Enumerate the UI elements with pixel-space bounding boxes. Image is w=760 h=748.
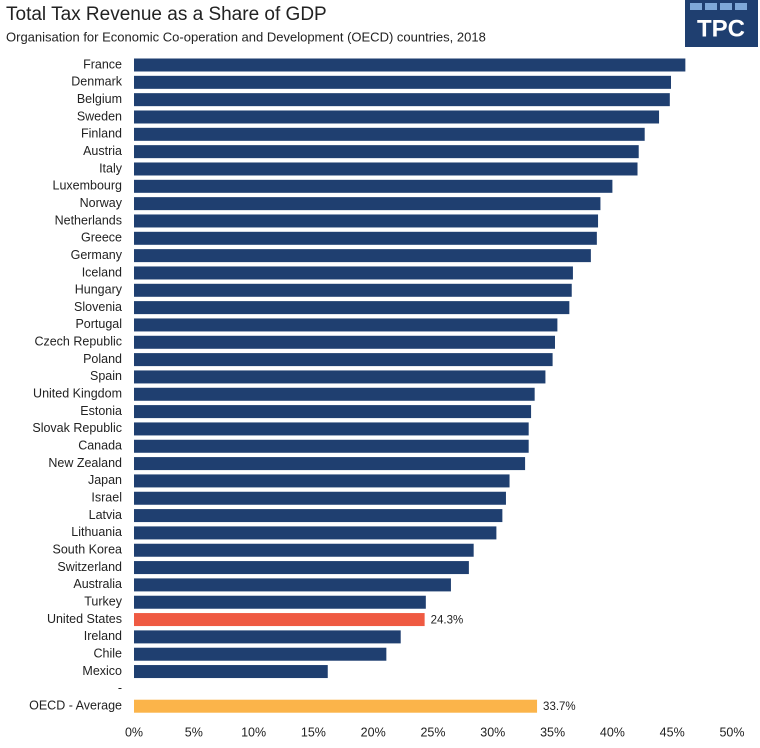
logo-square (705, 3, 717, 10)
category-label: Portugal (75, 317, 122, 331)
bar (134, 249, 591, 263)
x-tick-label: 45% (660, 725, 685, 739)
chart-title: Total Tax Revenue as a Share of GDP (6, 4, 327, 25)
category-label: Sweden (77, 109, 122, 123)
bar (134, 162, 638, 176)
x-tick-label: 50% (719, 725, 744, 739)
bar (134, 58, 686, 72)
bar (134, 630, 401, 644)
category-label: Hungary (75, 283, 123, 297)
category-label: Israel (91, 491, 122, 505)
bar (134, 578, 451, 592)
category-label: Australia (73, 577, 122, 591)
category-label: New Zealand (48, 456, 122, 470)
category-label: Switzerland (57, 560, 122, 574)
category-label: Germany (71, 248, 123, 262)
bar (134, 439, 529, 453)
category-label: Norway (80, 196, 123, 210)
category-label: Latvia (89, 508, 122, 522)
bar (134, 509, 503, 523)
bar (134, 370, 546, 384)
logo-square (735, 3, 747, 10)
bar (134, 561, 469, 575)
bar (134, 474, 510, 488)
bar (134, 318, 558, 332)
x-tick-label: 25% (420, 725, 445, 739)
category-label: Austria (83, 144, 122, 158)
bar (134, 283, 572, 297)
bar (134, 647, 387, 661)
category-label: South Korea (53, 543, 123, 557)
bar (134, 422, 529, 436)
x-tick-label: 35% (540, 725, 565, 739)
bar (134, 491, 506, 505)
category-label: Luxembourg (53, 179, 123, 193)
logo: TPC (685, 0, 758, 47)
category-label: Belgium (77, 92, 122, 106)
category-label: Czech Republic (34, 335, 122, 349)
bar (134, 214, 599, 228)
bar (134, 93, 670, 107)
category-label: Poland (83, 352, 122, 366)
bar (134, 266, 573, 280)
x-tick-label: 0% (125, 725, 143, 739)
x-tick-label: 20% (361, 725, 386, 739)
x-tick-label: 10% (241, 725, 266, 739)
bar (134, 665, 328, 679)
logo-square (720, 3, 732, 10)
category-label: Turkey (84, 595, 122, 609)
category-label: France (83, 57, 122, 71)
category-label: United States (47, 612, 122, 626)
logo-square (690, 3, 702, 10)
value-label: 24.3% (431, 615, 464, 627)
bar (134, 301, 570, 315)
logo-text: TPC (697, 15, 745, 42)
x-tick-label: 5% (185, 725, 203, 739)
category-label: Iceland (82, 265, 122, 279)
bar (134, 457, 526, 471)
category-label: Mexico (82, 664, 122, 678)
x-tick-label: 30% (480, 725, 505, 739)
x-tick-label: 40% (600, 725, 625, 739)
bar (134, 179, 613, 193)
bar (134, 110, 660, 124)
bar (134, 595, 426, 609)
category-label: Finland (81, 127, 122, 141)
category-label: Italy (99, 161, 123, 175)
category-label: Slovenia (74, 300, 122, 314)
bar (134, 127, 645, 141)
bar (134, 613, 425, 627)
category-label: OECD - Average (29, 699, 122, 713)
bar (134, 197, 601, 211)
bar (134, 543, 474, 557)
category-label: Chile (94, 647, 123, 661)
category-label: Canada (78, 439, 122, 453)
category-label: Spain (90, 369, 122, 383)
category-label: Denmark (71, 75, 122, 89)
bar (134, 526, 497, 540)
category-label: Lithuania (71, 525, 122, 539)
category-label: Japan (88, 473, 122, 487)
category-label: Ireland (84, 629, 122, 643)
category-label: Greece (81, 231, 122, 245)
category-label: Estonia (80, 404, 122, 418)
value-label: 33.7% (543, 701, 576, 713)
bar (134, 335, 555, 349)
bar (134, 405, 532, 419)
chart-subtitle: Organisation for Economic Co-operation a… (6, 29, 486, 44)
x-tick-label: 15% (301, 725, 326, 739)
category-label: Slovak Republic (32, 421, 122, 435)
category-label: - (118, 681, 122, 695)
category-label: United Kingdom (33, 387, 122, 401)
category-label: Netherlands (55, 213, 122, 227)
bar (134, 387, 535, 401)
bar (134, 75, 672, 89)
bar (134, 699, 538, 713)
bar (134, 231, 597, 245)
bar (134, 353, 553, 367)
bar (134, 145, 639, 159)
